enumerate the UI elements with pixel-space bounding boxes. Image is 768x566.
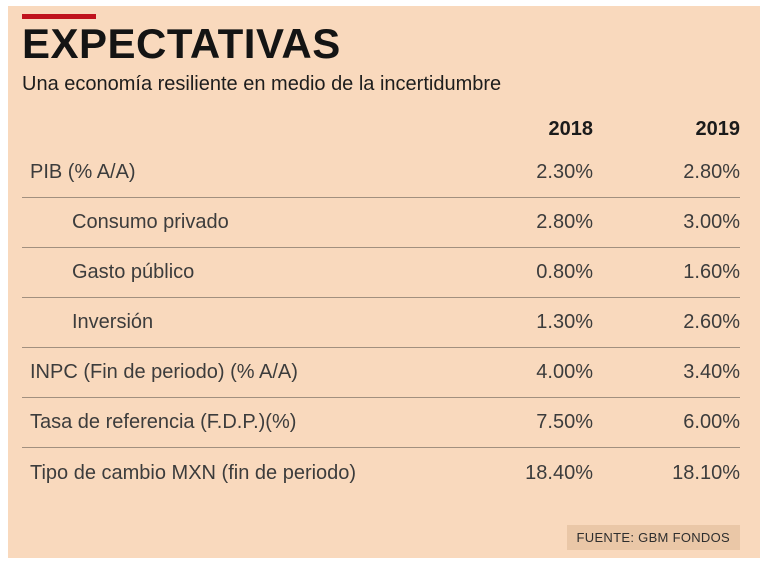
accent-bar — [22, 14, 96, 19]
row-label: Tasa de referencia (F.D.P.)(%) — [30, 411, 297, 434]
table-row: Tasa de referencia (F.D.P.)(%) 7.50% 6.0… — [22, 398, 740, 449]
expectations-table: 2018 2019 PIB (% A/A) 2.30% 2.80% Consum… — [22, 110, 740, 498]
row-value-2018: 1.30% — [536, 311, 593, 334]
row-value-2019: 1.60% — [683, 261, 740, 284]
table-row: INPC (Fin de periodo) (% A/A) 4.00% 3.40… — [22, 348, 740, 399]
table-row: Tipo de cambio MXN (fin de periodo) 18.4… — [22, 448, 740, 498]
row-label: Gasto público — [72, 261, 195, 284]
row-value-2019: 6.00% — [683, 411, 740, 434]
row-value-2018: 2.30% — [536, 161, 593, 184]
column-header-2018: 2018 — [548, 117, 594, 140]
table-row: PIB (% A/A) 2.30% 2.80% — [22, 148, 740, 199]
row-value-2019: 18.10% — [672, 461, 740, 484]
table-row: Consumo privado 2.80% 3.00% — [22, 198, 740, 249]
row-value-2018: 4.00% — [536, 361, 593, 384]
row-label: Inversión — [72, 311, 154, 334]
table-header-row: 2018 2019 — [22, 110, 741, 148]
row-value-2018: 7.50% — [536, 411, 593, 434]
row-value-2018: 18.40% — [525, 461, 593, 484]
row-value-2018: 0.80% — [536, 261, 593, 284]
page-title: EXPECTATIVAS — [22, 20, 341, 67]
infographic-panel: EXPECTATIVAS Una economía resiliente en … — [8, 6, 760, 558]
row-value-2018: 2.80% — [536, 211, 593, 234]
source-bar: FUENTE: GBM FONDOS — [22, 525, 740, 550]
table-row: Gasto público 0.80% 1.60% — [22, 248, 740, 299]
row-value-2019: 2.80% — [683, 161, 740, 184]
row-value-2019: 3.40% — [683, 361, 740, 384]
row-label: Consumo privado — [72, 211, 229, 234]
row-label: PIB (% A/A) — [30, 161, 136, 184]
row-value-2019: 2.60% — [683, 311, 740, 334]
table-row: Inversión 1.30% 2.60% — [22, 298, 740, 349]
row-value-2019: 3.00% — [683, 211, 740, 234]
table-body: PIB (% A/A) 2.30% 2.80% Consumo privado … — [22, 148, 740, 498]
column-header-2019: 2019 — [695, 117, 741, 140]
subtitle: Una economía resiliente en medio de la i… — [22, 73, 502, 96]
row-label: Tipo de cambio MXN (fin de periodo) — [30, 461, 357, 484]
source-text: FUENTE: GBM FONDOS — [566, 525, 740, 550]
row-label: INPC (Fin de periodo) (% A/A) — [30, 361, 298, 384]
